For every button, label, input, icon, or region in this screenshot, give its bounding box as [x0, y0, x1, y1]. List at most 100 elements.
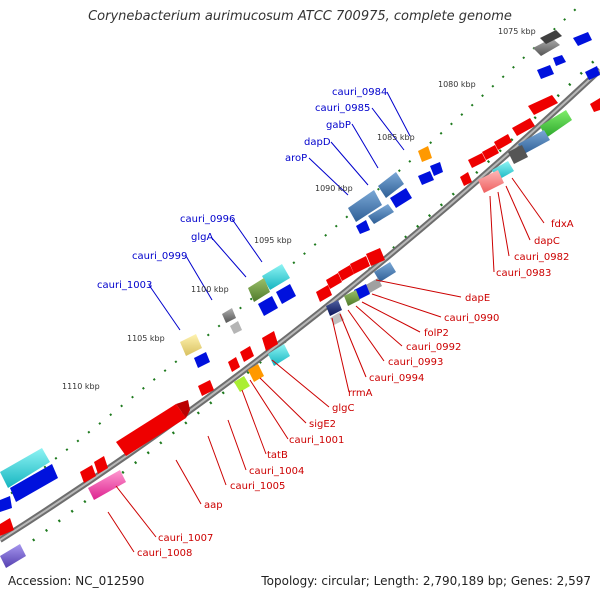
- gene-feature-blue: [258, 296, 278, 316]
- gene-feature-blue: [10, 464, 58, 502]
- gene-label[interactable]: cauri_0984: [332, 87, 387, 98]
- tick-label: 1075 kbp: [498, 27, 536, 36]
- gene-feature-yellow: [180, 334, 202, 356]
- gene-label[interactable]: cauri_0992: [406, 342, 461, 353]
- gene-feature-cyan: [0, 448, 50, 488]
- gene-feature-blue: [378, 172, 404, 198]
- gene-label[interactable]: sigE2: [309, 419, 336, 430]
- gene-label[interactable]: gabP: [326, 120, 351, 131]
- gene-feature-blue: [348, 190, 382, 222]
- gene-feature-red: [262, 331, 278, 351]
- gene-label[interactable]: folP2: [424, 328, 449, 339]
- gene-label[interactable]: glgC: [332, 403, 354, 414]
- gene-feature-grey: [533, 38, 560, 56]
- gene-feature-red: [468, 153, 486, 168]
- gene-label[interactable]: cauri_1004: [249, 466, 304, 477]
- gene-label[interactable]: cauri_1008: [137, 548, 192, 559]
- gene-feature-red: [528, 95, 558, 115]
- gene-feature-blue: [356, 220, 370, 234]
- scale-tick-labels: 1075 kbp 1080 kbp 1085 kbp 1090 kbp 1095…: [62, 27, 536, 391]
- gene-feature-grey: [230, 321, 242, 334]
- tick-label: 1090 kbp: [315, 184, 353, 193]
- forward-label-leaders: [148, 91, 411, 331]
- gene-feature-lime: [234, 376, 250, 392]
- gene-feature-olive: [248, 278, 270, 302]
- gene-label[interactable]: cauri_0994: [369, 373, 424, 384]
- gene-feature-red: [350, 256, 370, 274]
- gene-feature-grey: [540, 30, 562, 44]
- gene-feature-cyan: [268, 344, 290, 366]
- gene-feature-orange: [418, 146, 432, 162]
- gene-label[interactable]: aroP: [285, 153, 307, 164]
- gene-feature-red: [460, 172, 472, 186]
- gene-feature-red: [494, 134, 512, 150]
- gene-feature-orange: [248, 364, 264, 382]
- reverse-gene-labels: fdxA dapC cauri_0982 cauri_0983 dapE cau…: [137, 219, 574, 559]
- gene-label[interactable]: dapC: [534, 236, 560, 247]
- tick-label: 1080 kbp: [438, 80, 476, 89]
- forward-gene-labels: cauri_0984 cauri_0985 gabP dapD aroP cau…: [97, 87, 387, 291]
- tick-label: 1085 kbp: [377, 133, 415, 142]
- gene-label[interactable]: cauri_1003: [97, 280, 152, 291]
- genome-backbone-highlight: [0, 69, 600, 541]
- gene-feature-blue: [374, 262, 396, 282]
- gene-label[interactable]: dapD: [304, 137, 331, 148]
- accession-text: Accession: NC_012590: [8, 574, 145, 588]
- gene-label[interactable]: glgA: [191, 232, 213, 243]
- topology-text: Topology: circular; Length: 2,790,189 bp…: [261, 574, 591, 588]
- gene-label[interactable]: fdxA: [551, 219, 574, 230]
- gene-feature-red: [176, 400, 190, 418]
- map-title: Corynebacterium aurimucosum ATCC 700975,…: [88, 9, 512, 24]
- gene-label[interactable]: cauri_0996: [180, 214, 235, 225]
- gene-feature-olive: [344, 290, 360, 306]
- gene-label[interactable]: cauri_0990: [444, 313, 499, 324]
- gene-feature-blue: [585, 66, 600, 80]
- gene-feature-red: [338, 265, 354, 281]
- gene-label[interactable]: aap: [204, 500, 223, 511]
- gene-label[interactable]: cauri_0999: [132, 251, 187, 262]
- tick-label: 1110 kbp: [62, 382, 100, 391]
- gene-feature-blue: [390, 188, 412, 208]
- gene-feature-red: [326, 273, 342, 289]
- gene-feature-red: [94, 456, 108, 474]
- gene-label[interactable]: cauri_0982: [514, 252, 569, 263]
- gene-feature-purple: [0, 544, 26, 568]
- gene-feature-cyan: [262, 264, 290, 290]
- gene-feature-grey: [222, 308, 236, 323]
- gene-label[interactable]: cauri_1001: [289, 435, 344, 446]
- gene-feature-red: [512, 118, 535, 136]
- tick-label: 1105 kbp: [127, 334, 165, 343]
- gene-label[interactable]: cauri_1005: [230, 481, 285, 492]
- gene-feature-red: [198, 380, 214, 396]
- gene-label[interactable]: rrmA: [348, 388, 373, 399]
- gene-label[interactable]: cauri_1007: [158, 533, 213, 544]
- gene-feature-grey: [508, 145, 528, 164]
- reverse-label-leaders: [107, 177, 545, 553]
- gene-feature-blue: [573, 32, 592, 46]
- gene-feature-pink: [88, 470, 126, 500]
- gene-feature-red: [228, 357, 240, 372]
- gene-feature-red: [366, 248, 385, 266]
- gene-feature-navy: [326, 300, 342, 316]
- gene-feature-blue: [430, 162, 443, 176]
- gene-feature-red: [80, 465, 96, 483]
- gene-feature-red: [590, 98, 600, 112]
- gene-feature-blue: [276, 284, 296, 304]
- gene-feature-red: [0, 518, 14, 536]
- tick-label: 1095 kbp: [254, 236, 292, 245]
- tick-label: 1100 kbp: [191, 285, 229, 294]
- gene-feature-grey: [364, 278, 382, 294]
- gene-label[interactable]: cauri_0993: [388, 357, 443, 368]
- gene-feature-blue: [368, 204, 394, 224]
- gene-label[interactable]: cauri_0985: [315, 103, 370, 114]
- gene-feature-salmon: [478, 170, 504, 193]
- gene-feature-blue: [537, 65, 554, 79]
- gene-feature-blue: [194, 352, 210, 368]
- gene-label[interactable]: dapE: [465, 293, 490, 304]
- gene-feature-blue: [418, 171, 434, 185]
- gene-features: [0, 30, 600, 568]
- gene-label[interactable]: cauri_0983: [496, 268, 551, 279]
- gene-label[interactable]: tatB: [267, 450, 288, 461]
- gene-feature-red: [116, 404, 186, 456]
